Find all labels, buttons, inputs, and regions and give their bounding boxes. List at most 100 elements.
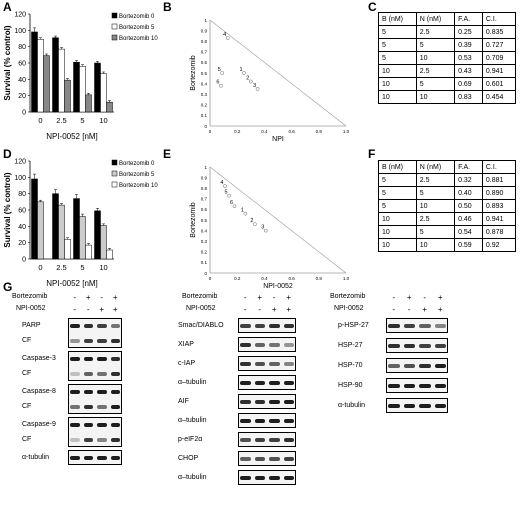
- x-tick-label: 1.0: [343, 276, 350, 281]
- y-tick-label: 120: [14, 12, 26, 19]
- y-tick-label: 40: [18, 224, 26, 231]
- y-tick-label: 0: [204, 271, 207, 276]
- blot-band: [434, 403, 446, 408]
- bar: [58, 204, 65, 260]
- blot-band: [83, 323, 93, 328]
- blot-label: CF: [22, 369, 32, 377]
- blot-membrane: [238, 451, 296, 466]
- blot-band: [110, 389, 120, 394]
- blot-band: [254, 342, 265, 347]
- blot-band: [269, 418, 280, 423]
- bortezomib-sign: -: [423, 293, 427, 302]
- isobologram-b: 0 0.1 0.2 0.3 0.4 0.5 0.6 0.7 0.8 0.9 1 0 0.2 0.4 0.6 0…: [190, 18, 350, 143]
- y-tick-label: 0.5: [201, 218, 208, 223]
- x-tick-label: 0: [38, 116, 42, 125]
- point-label: 3: [253, 83, 256, 89]
- data-point: [219, 83, 223, 88]
- table-header-cell: C.I.: [481, 12, 517, 26]
- blot-membrane: [386, 398, 448, 413]
- x-tick-label: 0.8: [316, 129, 323, 134]
- y-tick-label: 0.3: [201, 239, 208, 244]
- blot-membrane: [238, 432, 296, 447]
- ci-table-f: B (nM) N (nM) F.A. C.I. 5 2.5 0.32 0.881 5 5 0.40 0…: [378, 160, 517, 252]
- blot-label: α–tubulin: [178, 378, 207, 386]
- blot-band: [83, 455, 93, 460]
- y-tick-label: 0.7: [201, 197, 208, 202]
- blot-band: [83, 338, 93, 343]
- y-tick-label: 0.1: [201, 260, 208, 265]
- blot-band: [254, 323, 265, 328]
- legend-swatch: [111, 170, 118, 177]
- data-point: [232, 204, 237, 209]
- blot-band: [269, 380, 280, 385]
- x-tick-label: 0.6: [288, 276, 295, 281]
- point-label: 5: [225, 190, 228, 196]
- legend-label: Bortezomib 10: [119, 36, 158, 42]
- npi-sign: +: [112, 305, 118, 314]
- blot-band: [419, 403, 431, 408]
- blot-band: [283, 380, 294, 385]
- panel-label-b: B: [163, 0, 172, 14]
- npi-sign: +: [437, 305, 443, 314]
- data-point: [225, 36, 230, 40]
- blot-band: [403, 383, 415, 388]
- blot-membrane: [68, 318, 122, 348]
- blot-band: [83, 356, 93, 361]
- blot-label: XIAP: [178, 340, 194, 348]
- point-label: 2: [246, 75, 249, 81]
- panel-label-c: C: [368, 0, 377, 14]
- blot-band: [83, 422, 93, 427]
- blot-band: [110, 422, 120, 427]
- blot-band: [110, 356, 120, 361]
- blot-label: Caspase-8: [22, 387, 56, 395]
- blot-label: PARP: [22, 321, 41, 329]
- npi-sign: -: [258, 305, 262, 314]
- table-row: 10 2.5 0.43 0.941: [378, 64, 517, 78]
- data-point: [263, 228, 268, 233]
- blot-label: HSP-70: [338, 361, 363, 369]
- blot-band: [97, 455, 107, 460]
- blot-band: [269, 361, 280, 366]
- table-row: 5 2.5 0.32 0.881: [378, 173, 517, 187]
- blot-band: [403, 403, 415, 408]
- blot-band: [254, 418, 265, 423]
- blot-membrane: [68, 450, 122, 465]
- x-tick-label: 5: [80, 116, 84, 125]
- x-tick-label: 0: [209, 276, 212, 281]
- blot-band: [110, 404, 120, 409]
- blot-membrane: [386, 338, 448, 353]
- npi-sign: -: [243, 305, 247, 314]
- blot-band: [434, 323, 446, 328]
- legend-swatch: [111, 159, 118, 166]
- isobologram-e: 0 0.1 0.2 0.3 0.4 0.5 0.6 0.7 0.8 0.9 1 0 0.2 0.4 0.6 0…: [190, 165, 350, 290]
- blot-label: Caspase-3: [22, 354, 56, 362]
- blot-band: [83, 371, 93, 376]
- x-tick-label: 0.4: [261, 276, 268, 281]
- point-label: 4: [220, 180, 223, 186]
- blot-band: [254, 399, 265, 404]
- blot-membrane: [238, 356, 296, 371]
- y-tick-label: 0.5: [201, 71, 208, 76]
- blot-label: α–tubulin: [178, 416, 207, 424]
- y-tick-label: 120: [14, 159, 26, 166]
- point-label: 1: [239, 67, 242, 73]
- y-tick-label: 20: [18, 93, 26, 100]
- y-axis-label: Survival (% control): [3, 172, 12, 247]
- blot-band: [83, 404, 93, 409]
- table-cell: 10: [415, 90, 456, 104]
- blot-band: [83, 389, 93, 394]
- y-tick-label: 0: [22, 110, 26, 117]
- blot-label: α-tubulin: [338, 401, 366, 409]
- table-row: 10 10 0.59 0.92: [378, 238, 517, 252]
- legend-label: Bortezomib 10: [119, 183, 158, 189]
- blot-band: [70, 323, 80, 328]
- blot-band: [434, 383, 446, 388]
- y-tick-label: 80: [18, 44, 26, 51]
- legend-swatch: [111, 34, 118, 41]
- data-point: [243, 211, 248, 216]
- y-tick-label: 0.8: [201, 186, 208, 191]
- y-tick-label: 0.6: [201, 60, 208, 65]
- blot-band: [269, 437, 280, 442]
- y-tick-label: 0.4: [201, 81, 208, 86]
- blot-band: [97, 422, 107, 427]
